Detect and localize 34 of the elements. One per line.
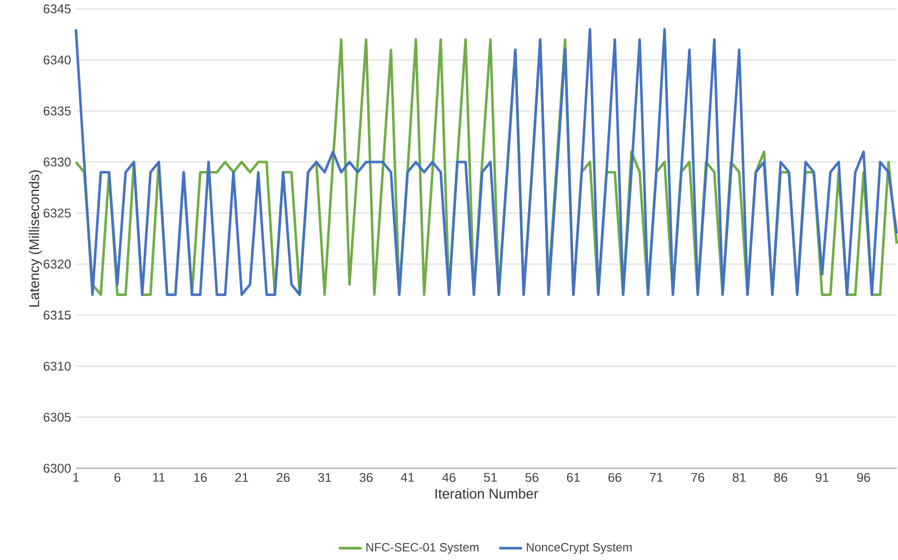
x-tick-label: 21 — [235, 472, 248, 482]
y-tick-label: 6335 — [44, 106, 71, 116]
y-tick-label: 6320 — [44, 260, 71, 269]
x-axis-title: Iteration Number — [436, 488, 538, 499]
x-tick-label: 41 — [400, 472, 414, 482]
x-tick-label: 36 — [360, 472, 373, 482]
x-tick-label: 1 — [73, 472, 79, 482]
x-tick-label: 76 — [691, 472, 704, 482]
x-tick-label: 71 — [650, 472, 663, 482]
y-tick-label: 6340 — [44, 55, 71, 64]
x-tick-label: 91 — [816, 472, 829, 482]
x-tick-label: 31 — [318, 472, 332, 482]
x-tick-label: 61 — [566, 472, 580, 482]
x-tick-label: 26 — [276, 472, 290, 482]
x-tick-label: 96 — [857, 472, 870, 482]
x-tick-label: 51 — [484, 472, 497, 482]
y-tick-label: 6315 — [44, 310, 71, 320]
y-tick-label: 6310 — [44, 362, 71, 371]
y-tick-label: 6345 — [44, 4, 71, 14]
x-tick-label: 6 — [114, 472, 120, 482]
x-tick-label: 11 — [153, 472, 165, 482]
x-tick-label: 16 — [194, 472, 207, 482]
x-tick-label: 81 — [732, 472, 746, 482]
legend-label: NFC-SEC-01 System — [366, 542, 479, 554]
y-tick-label: 6300 — [44, 464, 71, 473]
x-tick-label: 66 — [608, 472, 622, 482]
x-tick-label: 46 — [442, 472, 456, 482]
y-axis-title: Latency (Milliseconds) — [28, 170, 42, 307]
x-tick-label: 86 — [774, 472, 788, 482]
x-tick-label: 56 — [525, 472, 538, 482]
y-tick-label: 6305 — [44, 412, 71, 422]
y-tick-label: 6325 — [44, 208, 71, 218]
legend-label: NonceCrypt System — [526, 542, 632, 554]
y-tick-label: 6330 — [44, 157, 71, 166]
